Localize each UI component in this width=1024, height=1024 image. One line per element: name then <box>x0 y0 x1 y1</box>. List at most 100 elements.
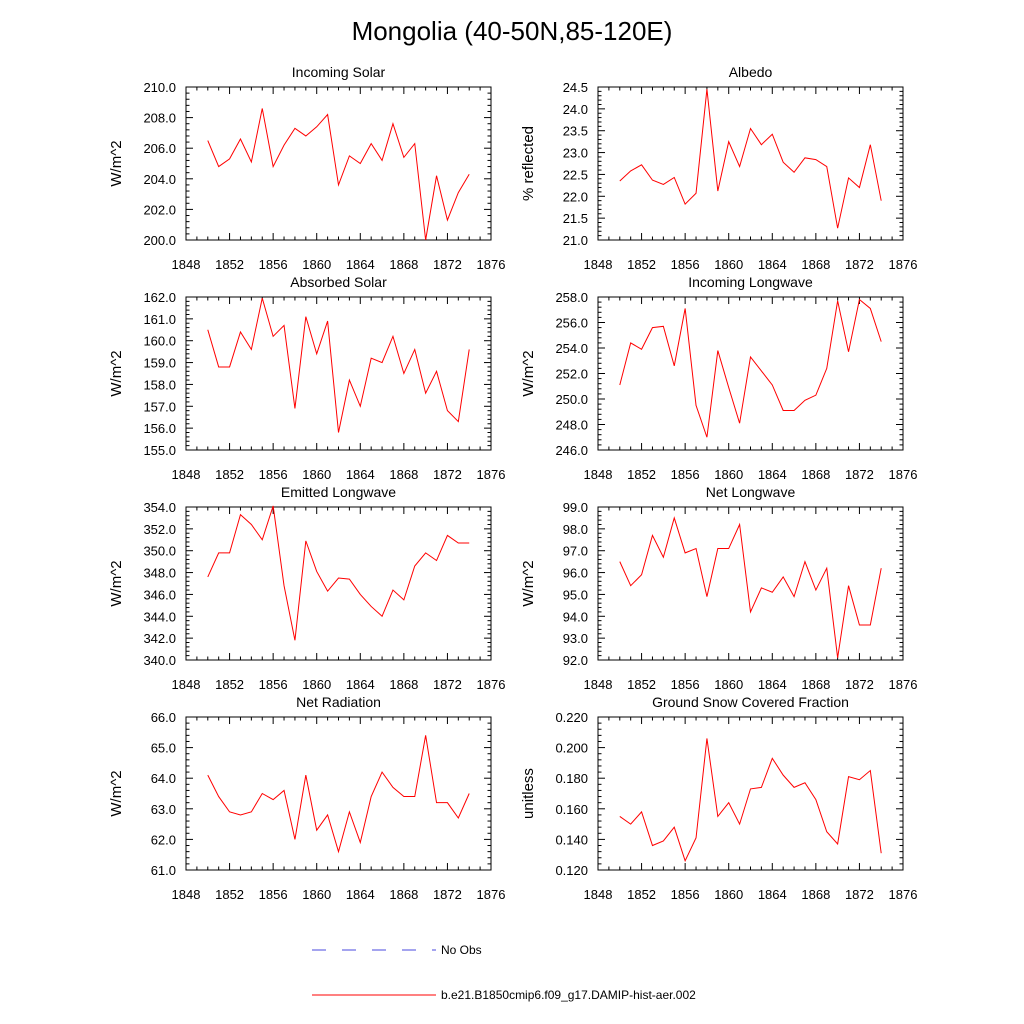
plot-frame <box>597 716 904 871</box>
x-tick-label: 1872 <box>433 677 462 692</box>
y-tick-label: 158.0 <box>143 377 176 392</box>
x-tick-label: 1872 <box>433 887 462 902</box>
x-tick-label: 1872 <box>433 257 462 272</box>
panel-emitted-longwave: Emitted Longwave W/m^2 1848 1852 1856 1860 186… <box>108 484 505 692</box>
y-tick-label: 0.160 <box>555 802 588 817</box>
y-tick-label: 155.0 <box>143 443 176 458</box>
x-tick-label: 1868 <box>389 257 418 272</box>
y-tick-label: 344.0 <box>143 609 176 624</box>
y-tick-label: 61.0 <box>151 863 176 878</box>
y-tick-label: 354.0 <box>143 500 176 515</box>
y-tick-label: 63.0 <box>151 802 176 817</box>
x-tick-label: 1860 <box>302 887 331 902</box>
y-axis-label: W/m^2 <box>520 350 537 396</box>
y-tick-label: 92.0 <box>563 653 588 668</box>
legend: No Obs b.e21.B1850cmip6.f09_g17.DAMIP-hi… <box>312 943 696 1002</box>
y-tick-label: 0.180 <box>555 771 588 786</box>
panel-albedo: Albedo % reflected 1848 1852 1856 1860 1864 186… <box>520 64 917 272</box>
x-tick-label: 1856 <box>671 257 700 272</box>
x-tick-label: 1852 <box>627 677 656 692</box>
legend-item-no-obs: No Obs <box>312 943 482 957</box>
x-tick-label: 1864 <box>758 467 787 482</box>
panels: Incoming Solar W/m^2 1848 1852 1856 1860 1864 1… <box>108 64 917 902</box>
panel-title: Emitted Longwave <box>281 484 396 500</box>
x-tick-label: 1868 <box>389 677 418 692</box>
x-tick-label: 1848 <box>172 887 201 902</box>
x-tick-label: 1876 <box>889 887 918 902</box>
y-tick-label: 93.0 <box>563 631 588 646</box>
y-tick-label: 346.0 <box>143 587 176 602</box>
x-tick-label: 1860 <box>302 677 331 692</box>
x-tick-label: 1856 <box>671 887 700 902</box>
panel-incoming-longwave: Incoming Longwave W/m^2 1848 1852 1856 1860 18… <box>520 274 917 482</box>
y-tick-label: 162.0 <box>143 290 176 305</box>
y-tick-label: 24.5 <box>563 80 588 95</box>
x-tick-label: 1860 <box>302 467 331 482</box>
y-tick-label: 206.0 <box>143 141 176 156</box>
x-tick-label: 1848 <box>584 677 613 692</box>
x-tick-label: 1876 <box>889 467 918 482</box>
x-tick-label: 1860 <box>714 887 743 902</box>
x-tick-label: 1852 <box>627 257 656 272</box>
panel-title: Incoming Solar <box>292 64 386 80</box>
x-tick-label: 1848 <box>584 467 613 482</box>
legend-item-model: b.e21.B1850cmip6.f09_g17.DAMIP-hist-aer.… <box>312 988 696 1002</box>
y-tick-label: 21.5 <box>563 211 588 226</box>
y-tick-label: 200.0 <box>143 233 176 248</box>
y-tick-label: 0.140 <box>555 832 588 847</box>
x-tick-label: 1876 <box>477 677 506 692</box>
x-tick-label: 1876 <box>889 257 918 272</box>
x-tick-label: 1856 <box>671 467 700 482</box>
y-axis-label: W/m^2 <box>108 350 125 396</box>
plot-frame <box>185 296 492 451</box>
plot-frame <box>185 506 492 661</box>
y-axis-label: unitless <box>520 768 537 819</box>
x-tick-label: 1848 <box>172 677 201 692</box>
y-axis-label: % reflected <box>520 126 537 201</box>
x-tick-label: 1872 <box>845 467 874 482</box>
plot-frame <box>597 296 904 451</box>
x-tick-label: 1848 <box>172 467 201 482</box>
y-tick-label: 254.0 <box>555 341 588 356</box>
y-tick-label: 66.0 <box>151 710 176 725</box>
panel-incoming-solar: Incoming Solar W/m^2 1848 1852 1856 1860 1864 1… <box>108 64 505 272</box>
y-tick-label: 202.0 <box>143 202 176 217</box>
y-tick-label: 24.0 <box>563 102 588 117</box>
y-tick-label: 340.0 <box>143 653 176 668</box>
panel-ground-snow-covered-fraction: Ground Snow Covered Fraction unitless 1848… <box>520 694 917 902</box>
y-tick-label: 208.0 <box>143 111 176 126</box>
y-tick-label: 23.5 <box>563 124 588 139</box>
series-line <box>619 738 882 863</box>
x-tick-label: 1876 <box>477 467 506 482</box>
y-tick-label: 160.0 <box>143 334 176 349</box>
x-tick-label: 1864 <box>758 257 787 272</box>
panel-absorbed-solar: Absorbed Solar W/m^2 1848 1852 1856 1860 1864 1… <box>108 274 505 482</box>
x-tick-label: 1872 <box>845 257 874 272</box>
x-tick-label: 1860 <box>714 257 743 272</box>
y-axis-label: W/m^2 <box>108 140 125 186</box>
x-tick-label: 1864 <box>346 887 375 902</box>
x-tick-label: 1872 <box>433 467 462 482</box>
y-axis-label: W/m^2 <box>520 560 537 606</box>
y-tick-label: 350.0 <box>143 544 176 559</box>
x-tick-label: 1868 <box>801 887 830 902</box>
panel-title: Ground Snow Covered Fraction <box>652 694 849 710</box>
x-tick-label: 1852 <box>627 887 656 902</box>
series-line <box>619 516 882 658</box>
x-tick-label: 1864 <box>346 677 375 692</box>
y-tick-label: 0.220 <box>555 710 588 725</box>
x-tick-label: 1868 <box>801 677 830 692</box>
y-tick-label: 94.0 <box>563 609 588 624</box>
x-tick-label: 1860 <box>714 677 743 692</box>
y-axis-label: W/m^2 <box>108 770 125 816</box>
series-line <box>207 297 470 433</box>
y-tick-label: 21.0 <box>563 233 588 248</box>
x-tick-label: 1852 <box>215 257 244 272</box>
y-tick-label: 157.0 <box>143 399 176 414</box>
x-tick-label: 1856 <box>259 467 288 482</box>
y-tick-label: 64.0 <box>151 771 176 786</box>
x-tick-label: 1852 <box>215 467 244 482</box>
y-tick-label: 23.0 <box>563 146 588 161</box>
legend-label-no-obs: No Obs <box>441 943 482 957</box>
